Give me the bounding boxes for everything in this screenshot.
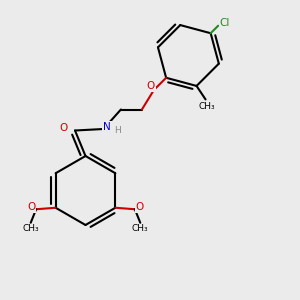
Text: O: O: [27, 202, 35, 212]
Text: CH₃: CH₃: [199, 101, 215, 110]
Text: O: O: [147, 81, 155, 91]
Text: O: O: [59, 123, 68, 133]
Text: H: H: [114, 126, 121, 135]
Text: Cl: Cl: [220, 18, 230, 28]
Text: N: N: [103, 122, 111, 132]
Text: O: O: [136, 202, 144, 212]
Text: CH₃: CH₃: [132, 224, 148, 233]
Text: CH₃: CH₃: [22, 224, 39, 233]
